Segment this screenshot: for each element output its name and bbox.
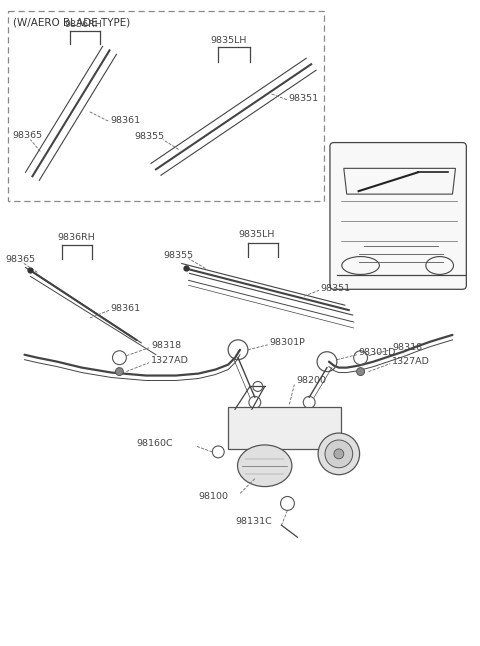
FancyBboxPatch shape [228,407,341,449]
Text: 98160C: 98160C [136,439,173,448]
Text: 98365: 98365 [12,131,43,140]
Text: 1327AD: 1327AD [392,357,430,366]
Text: 98365: 98365 [6,255,36,264]
Text: 98355: 98355 [163,251,193,260]
Ellipse shape [238,445,292,486]
Text: 1327AD: 1327AD [151,356,189,365]
Bar [8,11,324,201]
Text: 98318: 98318 [392,343,422,352]
Text: 9835LH: 9835LH [238,230,275,239]
Text: 98301P: 98301P [270,339,306,348]
Text: 98301D: 98301D [359,348,396,357]
Text: 98100: 98100 [199,492,228,501]
Circle shape [357,368,364,375]
Text: 98131C: 98131C [235,517,272,526]
Circle shape [334,449,344,459]
Text: 98351: 98351 [288,94,319,103]
Ellipse shape [318,433,360,475]
Text: 98318: 98318 [151,341,181,350]
Text: 98200: 98200 [296,376,326,385]
Text: 98355: 98355 [134,132,164,141]
Text: 98351: 98351 [320,284,350,293]
Text: 9836RH: 9836RH [57,233,95,242]
Text: 9836RH: 9836RH [64,20,102,29]
Text: 9835LH: 9835LH [210,36,247,45]
Text: 98361: 98361 [110,116,141,125]
Text: 98361: 98361 [110,304,141,313]
Text: (W/AERO BLADE TYPE): (W/AERO BLADE TYPE) [12,17,130,28]
Circle shape [325,440,353,468]
FancyBboxPatch shape [330,143,467,289]
Circle shape [116,368,123,375]
